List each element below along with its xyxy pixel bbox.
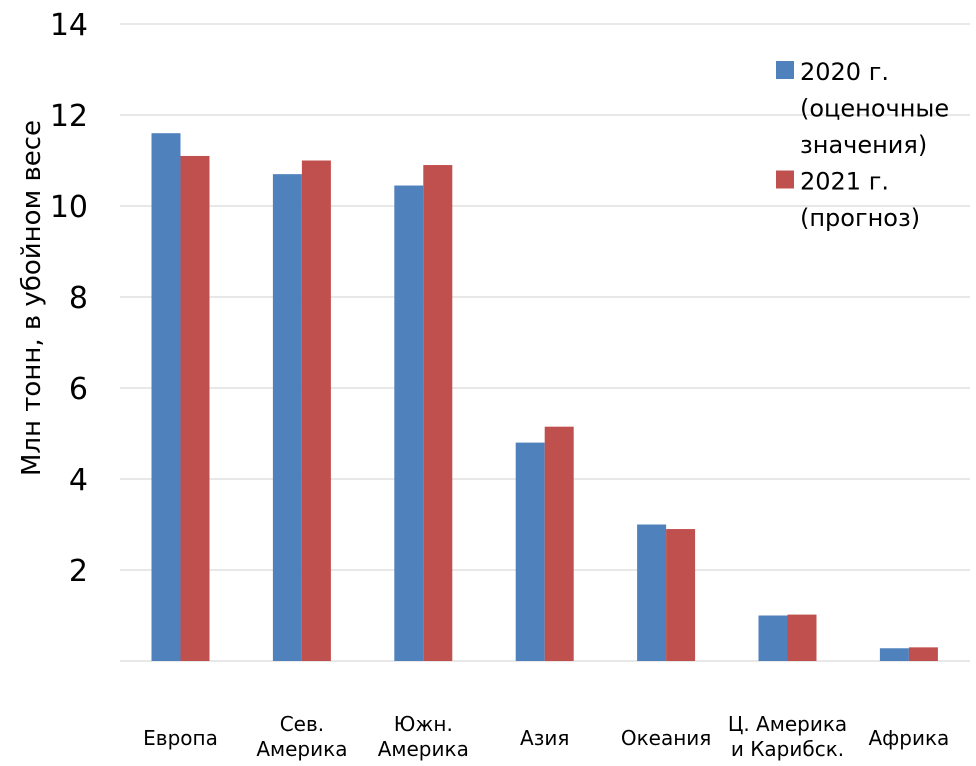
y-tick-label: 14 (50, 8, 88, 43)
x-axis: Европа Сев. Америка Южн. Америка Азия Океания Ц… (143, 712, 949, 761)
legend-entry-label: 2021 г. (прогноз) (800, 168, 920, 233)
x-tick-label: Азия (520, 726, 569, 750)
y-tick-label: 4 (69, 463, 88, 498)
legend-swatch (776, 61, 794, 79)
bars-layer (151, 133, 938, 662)
x-tick-label: Африка (868, 726, 949, 750)
bar-series-2 (787, 614, 817, 661)
y-axis: 2 4 6 8 10 12 14 (50, 8, 88, 589)
x-tick-label: Южн. Америка (378, 712, 469, 761)
bar-series-1 (151, 133, 181, 661)
y-tick-label: 6 (69, 372, 88, 407)
x-tick-label: Ц. Америка и Карибск. (728, 712, 847, 761)
x-tick-label: Европа (143, 726, 218, 750)
y-axis-title: Млн тонн, в убойном весе (17, 120, 47, 476)
bar-series-2 (908, 647, 938, 661)
grid-layer (120, 23, 970, 662)
bar-series-2 (180, 155, 210, 661)
bar-series-1 (394, 185, 424, 661)
legend-swatch (776, 170, 794, 189)
bar-series-2 (544, 426, 574, 661)
bar-series-2 (666, 529, 696, 661)
y-tick-label: 12 (50, 99, 88, 134)
bar-series-2 (423, 165, 453, 662)
legend-entry-label: 2020 г. (оценочные значения) (800, 58, 949, 159)
bar-series-1 (758, 615, 788, 661)
x-tick-label: Сев. Америка (256, 712, 347, 761)
bar-series-2 (301, 160, 331, 661)
bar-series-1 (272, 174, 302, 661)
bar-series-1 (637, 524, 667, 661)
y-tick-label: 2 (69, 554, 88, 589)
bar-series-1 (515, 442, 545, 661)
legend: 2020 г. (оценочные значения) 2021 г. (прогно… (776, 58, 949, 232)
bar-series-1 (879, 648, 909, 661)
y-tick-label: 10 (50, 190, 88, 225)
x-tick-label: Океания (621, 726, 712, 750)
y-tick-label: 8 (69, 281, 88, 316)
